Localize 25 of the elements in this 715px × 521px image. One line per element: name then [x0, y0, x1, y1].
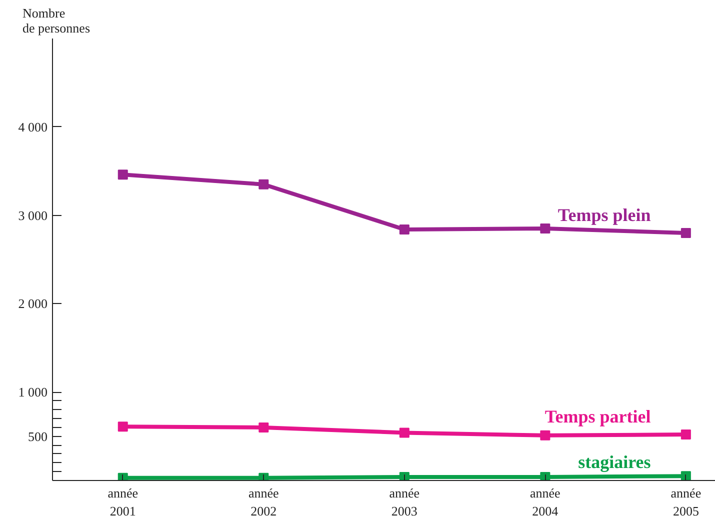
point [118, 170, 128, 180]
y-tick-label: 1 000 [18, 384, 48, 400]
series-label: Temps partiel [544, 406, 651, 427]
x-tick-label: année 2003 [389, 486, 420, 518]
x-tick-label: année 2002 [248, 486, 280, 518]
y-tick-label: 4 000 [18, 119, 48, 134]
x-tick-label: année 2004 [530, 486, 561, 518]
y-tick-label: 3 000 [18, 208, 48, 223]
y-tick-label: 500 [28, 428, 48, 444]
point [540, 224, 550, 234]
point [118, 422, 128, 432]
x-tick-label: année 2005 [670, 486, 702, 518]
point [258, 179, 269, 190]
point [399, 428, 410, 438]
point [258, 422, 269, 432]
point [399, 224, 410, 234]
point [540, 430, 550, 440]
y-tick-label: 2 000 [18, 296, 48, 312]
point [680, 430, 691, 440]
series-label: Temps plein [558, 204, 651, 225]
point [680, 471, 691, 480]
series-label: stagiaires [578, 452, 651, 472]
y-axis-title: Nombre de personnes [22, 6, 90, 36]
point [680, 228, 691, 238]
x-tick-label: année 2001 [108, 486, 138, 518]
